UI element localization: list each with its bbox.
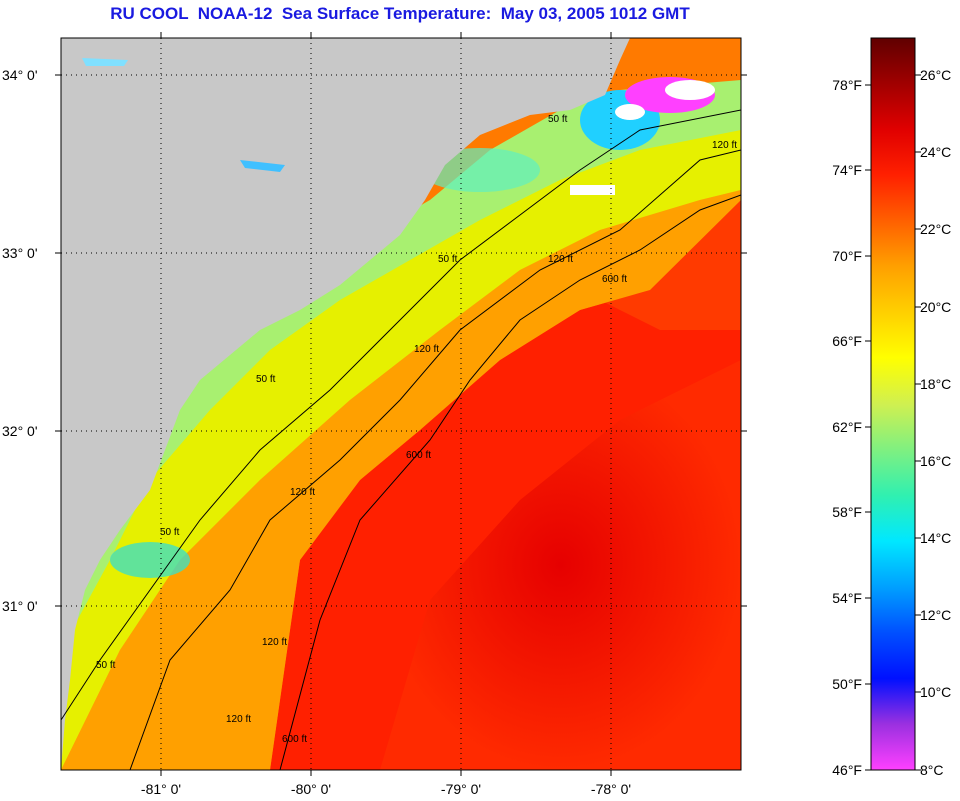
contour-label: 50 ft <box>160 527 180 538</box>
map-title: RU COOL NOAA-12 Sea Surface Temperature:… <box>110 4 690 23</box>
colorbar-celsius-label: 16°C <box>920 453 951 469</box>
colorbar-fahrenheit-label: 74°F <box>832 162 862 178</box>
colorbar-celsius-label: 8°C <box>920 762 944 778</box>
cloud-patch <box>665 80 715 100</box>
contour-label: 600 ft <box>282 734 307 745</box>
colorbar-celsius-label: 20°C <box>920 299 951 315</box>
map-frame <box>60 37 742 771</box>
colorbar-fahrenheit-label: 70°F <box>832 248 862 264</box>
longitude-label: -80° 0' <box>291 781 331 797</box>
contour-label: 50 ft <box>548 114 568 125</box>
colorbar-celsius-label: 24°C <box>920 144 951 160</box>
colorbar-celsius-label: 22°C <box>920 221 951 237</box>
longitude-label: -79° 0' <box>441 781 481 797</box>
latitude-label: 34° 0' <box>2 67 38 83</box>
inland-water <box>82 58 128 66</box>
contour-label: 120 ft <box>226 714 251 725</box>
colorbar-celsius-label: 18°C <box>920 376 951 392</box>
colorbar-celsius-label: 26°C <box>920 67 951 83</box>
contour-label: 120 ft <box>290 487 315 498</box>
latitude-label: 31° 0' <box>2 598 38 614</box>
contour-label: 600 ft <box>602 274 627 285</box>
longitude-label: -81° 0' <box>141 781 181 797</box>
colorbar-fahrenheit-label: 46°F <box>832 762 862 778</box>
contour-label: 50 ft <box>256 374 276 385</box>
colorbar-fahrenheit-label: 54°F <box>832 590 862 606</box>
colorbar-celsius-label: 10°C <box>920 684 951 700</box>
inland-water <box>240 160 285 172</box>
cool-patch <box>110 542 190 578</box>
cloud-patch <box>615 104 645 120</box>
contour-label: 600 ft <box>406 450 431 461</box>
longitude-label: -78° 0' <box>591 781 631 797</box>
contour-label: 120 ft <box>414 344 439 355</box>
colorbar-fahrenheit-label: 58°F <box>832 504 862 520</box>
colorbar-fahrenheit-label: 66°F <box>832 333 862 349</box>
contour-label: 120 ft <box>712 140 737 151</box>
colorbar-fahrenheit-label: 62°F <box>832 419 862 435</box>
colorbar-ticks <box>865 74 921 771</box>
colorbar-fahrenheit-label: 50°F <box>832 676 862 692</box>
latitude-label: 33° 0' <box>2 245 38 261</box>
colorbar-fahrenheit-label: 78°F <box>832 77 862 93</box>
contour-label: 50 ft <box>96 660 116 671</box>
depth-contours <box>61 109 741 770</box>
colorbar: 78°F 74°F 70°F 66°F 62°F 58°F 54°F 50°F 46°F 26°… <box>832 37 951 778</box>
map-ticks <box>55 32 747 776</box>
contour-label: 120 ft <box>548 254 573 265</box>
shelf-warm <box>61 190 741 770</box>
grid-lines <box>61 38 741 770</box>
land <box>61 38 630 770</box>
sst-map[interactable]: 50 ft 50 ft 50 ft 50 ft 50 ft 120 ft 120… <box>61 38 741 770</box>
cloud-patch <box>570 185 615 195</box>
colorbar-gradient <box>870 37 916 771</box>
colorbar-celsius-label: 12°C <box>920 607 951 623</box>
contour-label: 50 ft <box>438 254 458 265</box>
colorbar-celsius-label: 14°C <box>920 530 951 546</box>
gulf-stream-core <box>380 360 741 770</box>
contour-label: 120 ft <box>262 637 287 648</box>
latitude-label: 32° 0' <box>2 423 38 439</box>
